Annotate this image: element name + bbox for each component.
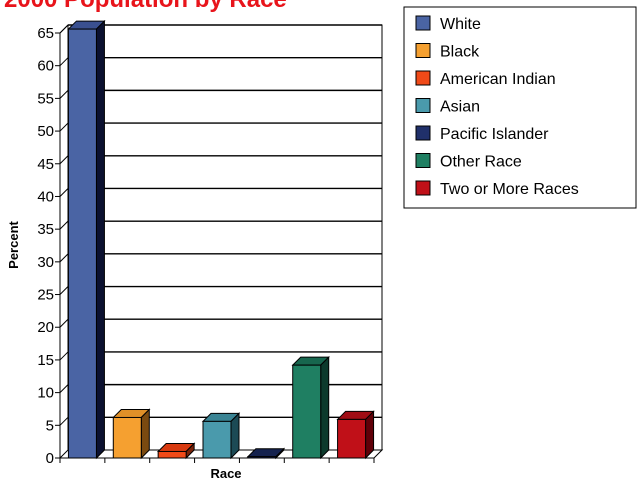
- legend-swatch: [415, 98, 431, 113]
- bar-side: [95, 19, 105, 460]
- legend-label: Pacific Islander: [440, 126, 549, 143]
- y-tick-label: 15: [37, 352, 54, 369]
- y-tick-label: 50: [37, 123, 54, 140]
- gridline-diagonal: [59, 90, 69, 99]
- y-tick-label: 10: [37, 385, 54, 402]
- legend-label: White: [440, 16, 481, 33]
- bar-pacific-islander: [246, 447, 286, 460]
- gridline-diagonal: [59, 253, 69, 263]
- legend-label: Asian: [440, 99, 480, 116]
- y-tick-label: 30: [37, 254, 54, 271]
- plot-area: 0 5 10 15 20 25 30 35 40 45 50 55 60 65: [37, 19, 384, 467]
- legend-label: Other Race: [440, 154, 522, 171]
- y-tick-label: 40: [37, 188, 54, 205]
- y-axis-title: Percent: [6, 220, 21, 268]
- gridline-diagonal: [59, 384, 69, 393]
- bar-side: [230, 412, 240, 460]
- bar-asian: [201, 412, 241, 460]
- y-tick-label: 55: [37, 90, 54, 107]
- bar-side: [320, 355, 330, 460]
- gridline-diagonal: [59, 220, 69, 230]
- bar-white: [67, 19, 106, 460]
- bar-two-or-more-races: [336, 410, 375, 460]
- legend-swatch: [415, 70, 431, 86]
- y-tick-label: 5: [46, 417, 54, 434]
- y-tick-label: 20: [37, 319, 54, 336]
- legend: White Black American Indian Asian Pacific Is…: [403, 6, 637, 209]
- bar-black: [112, 408, 151, 460]
- plot-back-wall: [67, 24, 383, 451]
- legend-swatch: [415, 43, 431, 58]
- y-tick-label: 65: [37, 25, 54, 42]
- bar-front: [337, 418, 367, 459]
- chart-title: 2000 Population by Race: [4, 0, 287, 13]
- gridline-diagonal: [59, 57, 69, 67]
- y-tick-label: 35: [37, 221, 54, 238]
- legend-swatch: [415, 15, 431, 31]
- y-tick-label: 25: [37, 287, 54, 304]
- bar-front: [67, 28, 97, 459]
- x-axis-title: Race: [210, 466, 241, 481]
- gridline-diagonal: [59, 286, 69, 295]
- y-tick-label: 0: [46, 450, 54, 467]
- gridline-diagonal: [59, 188, 69, 197]
- legend-swatch: [415, 153, 431, 168]
- bar-front: [112, 416, 142, 459]
- legend-label: Two or More Races: [440, 181, 579, 198]
- legend-label: American Indian: [440, 71, 556, 88]
- bar-front: [157, 450, 187, 459]
- gridline-diagonal: [59, 351, 69, 361]
- y-tick-label: 45: [37, 156, 54, 173]
- legend-swatch: [415, 180, 431, 196]
- bar-front: [292, 364, 322, 459]
- legend-swatch: [415, 125, 431, 141]
- gridline-diagonal: [59, 155, 69, 165]
- bar-side: [365, 410, 375, 460]
- y-axis-top-diagonal: [59, 24, 69, 34]
- gridline-diagonal: [59, 318, 69, 328]
- bar-other-race: [291, 355, 330, 460]
- legend-label: Black: [440, 44, 480, 61]
- bar-american-indian: [156, 442, 196, 460]
- gridline-diagonal: [59, 122, 69, 132]
- y-tick-label: 60: [37, 58, 54, 75]
- gridline-diagonal: [59, 416, 69, 426]
- bar-front: [202, 420, 232, 459]
- legend-box: [403, 6, 637, 209]
- bar-side: [140, 408, 150, 460]
